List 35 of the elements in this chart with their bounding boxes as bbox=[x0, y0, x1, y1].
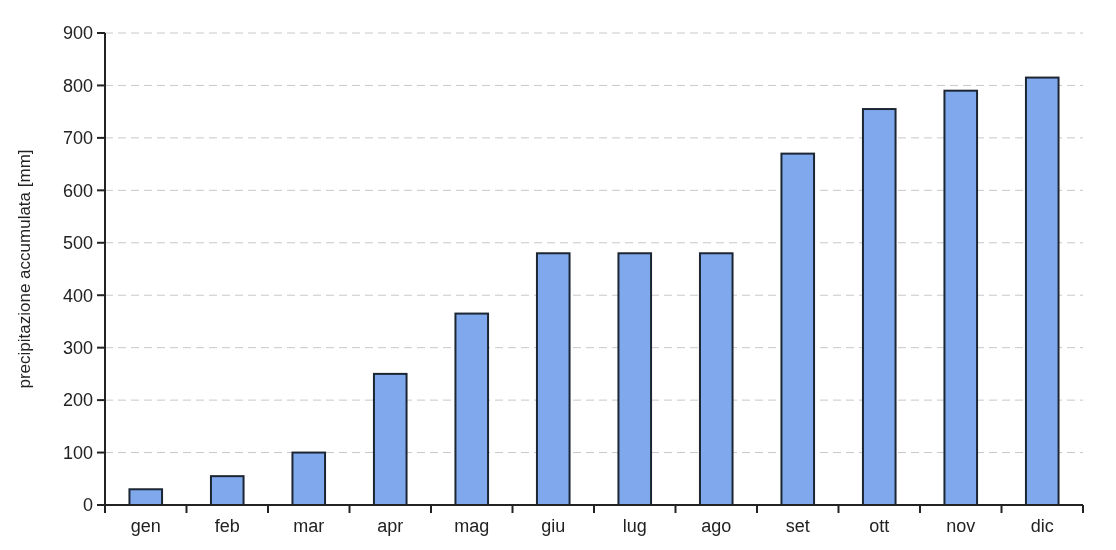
bar bbox=[209, 475, 245, 506]
bar bbox=[780, 152, 816, 506]
y-axis-title: precipitazione accumulata [mm] bbox=[15, 149, 34, 389]
x-tick-label: set bbox=[785, 516, 810, 536]
bar bbox=[128, 488, 164, 506]
bar bbox=[372, 372, 408, 506]
x-tick-label: feb bbox=[214, 516, 240, 536]
x-tick-label: apr bbox=[377, 516, 404, 536]
bar bbox=[698, 252, 734, 506]
y-tick-label: 700 bbox=[62, 128, 93, 149]
y-tick-label: 400 bbox=[62, 285, 93, 306]
bar bbox=[861, 108, 897, 506]
y-tick-label: 200 bbox=[62, 390, 93, 411]
x-tick-label: mar bbox=[293, 516, 325, 536]
x-tick-label: gen bbox=[130, 516, 161, 536]
x-tick-label: lug bbox=[622, 516, 647, 536]
bar bbox=[617, 252, 653, 506]
bar bbox=[943, 89, 979, 506]
x-tick-label: mag bbox=[454, 516, 490, 536]
x-tick-label: nov bbox=[946, 516, 976, 536]
y-tick-label: 0 bbox=[82, 495, 93, 516]
y-tick-label: 100 bbox=[62, 442, 93, 463]
x-tick-label: dic bbox=[1030, 516, 1054, 536]
y-tick-label: 500 bbox=[62, 233, 93, 254]
bar bbox=[291, 451, 327, 506]
x-tick-label: ott bbox=[869, 516, 890, 536]
x-tick-label: ago bbox=[701, 516, 732, 536]
bar bbox=[535, 252, 571, 506]
bar bbox=[1024, 76, 1060, 506]
y-tick-label: 300 bbox=[62, 337, 93, 358]
x-tick-label: giu bbox=[541, 516, 566, 536]
y-tick-label: 600 bbox=[62, 180, 93, 201]
y-tick-label: 900 bbox=[62, 23, 93, 44]
y-tick-label: 800 bbox=[62, 75, 93, 96]
bar bbox=[454, 312, 490, 506]
